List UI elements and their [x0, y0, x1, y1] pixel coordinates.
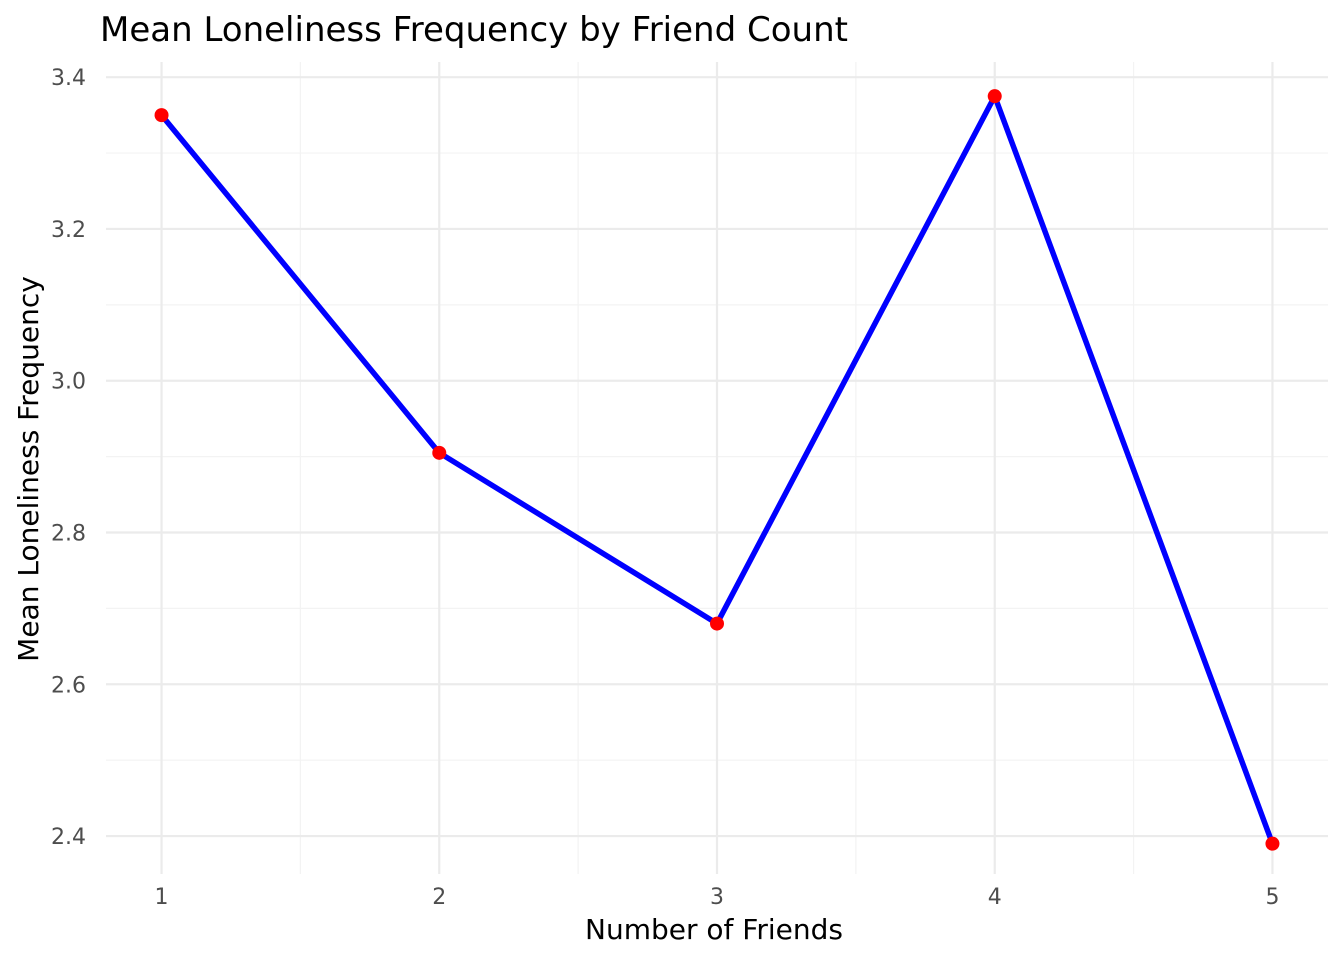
x-tick-labels: 1 2 3 4 5 — [155, 885, 1280, 910]
x-tick-label: 5 — [1265, 885, 1279, 910]
y-tick-label: 3.4 — [51, 66, 86, 91]
y-tick-label: 2.8 — [51, 522, 86, 547]
gridlines — [106, 62, 1328, 874]
data-point — [987, 89, 1002, 104]
data-point — [1265, 836, 1280, 851]
data-points-layer — [154, 89, 1280, 851]
chart-title: Mean Loneliness Frequency by Friend Coun… — [100, 10, 848, 50]
y-tick-label: 2.6 — [51, 673, 86, 698]
y-axis-title: Mean Loneliness Frequency — [12, 276, 45, 662]
data-point — [710, 616, 724, 631]
y-tick-label: 2.4 — [51, 825, 86, 850]
data-point — [154, 108, 169, 123]
data-point — [432, 445, 447, 460]
y-tick-labels: 2.4 2.6 2.8 3.0 3.2 3.4 — [51, 66, 86, 850]
y-tick-label: 3.0 — [51, 370, 86, 395]
x-tick-label: 4 — [988, 885, 1002, 910]
y-tick-label: 3.2 — [51, 218, 86, 243]
x-axis-title: Number of Friends — [585, 913, 843, 946]
x-tick-label: 1 — [155, 885, 169, 910]
x-tick-label: 3 — [710, 885, 724, 910]
x-tick-label: 2 — [432, 885, 446, 910]
